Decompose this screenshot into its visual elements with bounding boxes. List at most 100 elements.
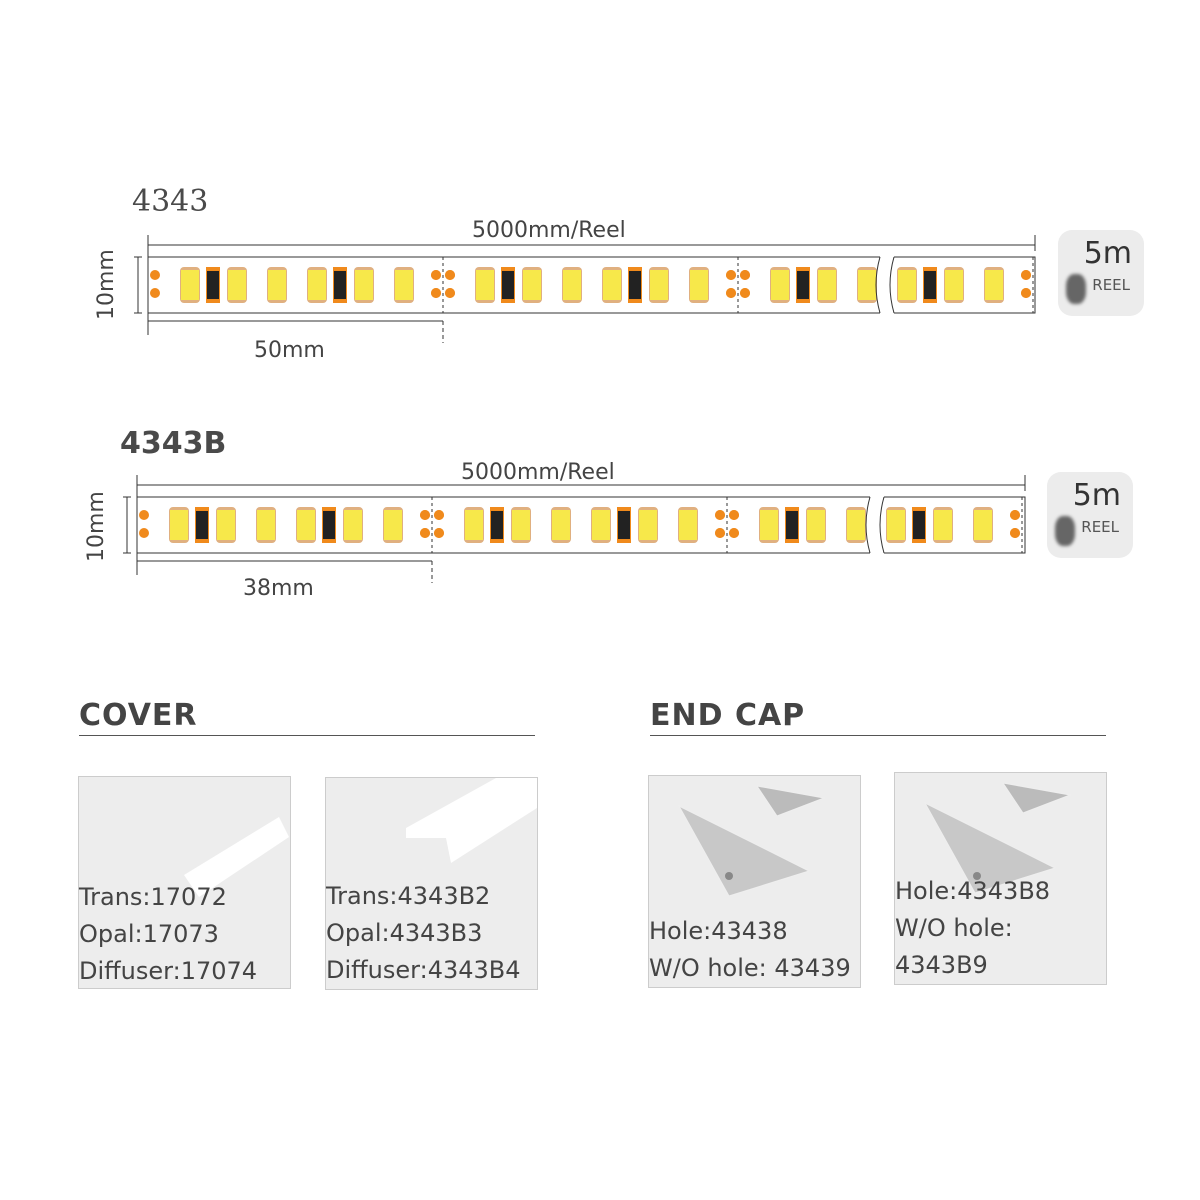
led-chip	[523, 270, 541, 300]
solder-pad	[1021, 270, 1031, 280]
solder-pad	[740, 288, 750, 298]
resistor	[491, 511, 503, 539]
led-chip	[807, 510, 825, 540]
pitch-label: 50mm	[254, 338, 325, 363]
resistor	[323, 511, 335, 539]
reel-value: 5m	[1072, 478, 1121, 513]
trans-code: Trans:4343B2	[326, 882, 491, 910]
resistor	[786, 511, 798, 539]
led-chip	[847, 510, 865, 540]
led-chip	[308, 270, 326, 300]
end-cap-card: Hole:43438 W/O hole: 43439	[648, 775, 861, 988]
length-label: 5000mm/Reel	[472, 218, 626, 243]
led-chip	[465, 510, 483, 540]
opal-code: Opal:17073	[79, 920, 219, 948]
led-chip	[818, 270, 836, 300]
opal-code: Opal:4343B3	[326, 919, 483, 947]
resistor	[797, 271, 809, 299]
pitch-label: 38mm	[243, 576, 314, 601]
solder-pad	[740, 270, 750, 280]
resistor	[629, 271, 641, 299]
trans-code: Trans:17072	[79, 883, 227, 911]
led-chip	[639, 510, 657, 540]
end-cap-image	[677, 785, 826, 897]
led-chip	[476, 270, 494, 300]
led-chip	[268, 270, 286, 300]
led-chip	[650, 270, 668, 300]
led-chip	[974, 510, 992, 540]
led-chip	[690, 270, 708, 300]
cover-profile-image	[406, 778, 537, 863]
cover-card: Trans:4343B2 Opal:4343B3 Diffuser:4343B4	[325, 777, 538, 990]
part-numbers: Trans:4343B2 Opal:4343B3 Diffuser:4343B4	[326, 878, 521, 989]
reel-icon	[1066, 274, 1086, 304]
solder-pad	[431, 270, 441, 280]
reel-label: REEL	[1092, 276, 1130, 294]
solder-pad	[420, 510, 430, 520]
end-cap-card: Hole:4343B8 W/O hole: 4343B9	[894, 772, 1107, 985]
led-chip	[170, 510, 188, 540]
break-mark	[875, 256, 895, 314]
solder-pad	[434, 510, 444, 520]
solder-pad	[726, 270, 736, 280]
led-chip	[297, 510, 315, 540]
diffuser-code: Diffuser:4343B4	[326, 956, 521, 984]
resistor	[207, 271, 219, 299]
led-chip	[512, 510, 530, 540]
reel-badge: 5m REEL	[1058, 230, 1144, 316]
solder-pad	[150, 288, 160, 298]
diffuser-code: Diffuser:17074	[79, 957, 258, 985]
led-chip	[217, 510, 235, 540]
part-numbers: Hole:43438 W/O hole: 43439	[649, 913, 851, 987]
led-chip	[858, 270, 876, 300]
reel-icon	[1055, 516, 1075, 546]
led-chip	[603, 270, 621, 300]
divider	[650, 735, 1106, 736]
solder-pad	[715, 510, 725, 520]
solder-pad	[445, 270, 455, 280]
cover-card: Trans:17072 Opal:17073 Diffuser:17074	[78, 776, 291, 989]
resistor	[196, 511, 208, 539]
resistor	[913, 511, 925, 539]
led-chip	[771, 270, 789, 300]
led-chip	[257, 510, 275, 540]
no-hole-code: W/O hole: 4343B9	[895, 914, 1013, 979]
led-chip	[760, 510, 778, 540]
led-chip	[563, 270, 581, 300]
solder-pad	[445, 288, 455, 298]
length-label: 5000mm/Reel	[461, 460, 615, 485]
led-chip	[355, 270, 373, 300]
solder-pad	[729, 510, 739, 520]
solder-pad	[420, 528, 430, 538]
strip-break	[870, 496, 884, 554]
cover-profile-image	[184, 817, 289, 897]
hole-code: Hole:43438	[649, 917, 788, 945]
led-chip	[395, 270, 413, 300]
led-chip	[887, 510, 905, 540]
led-chip	[228, 270, 246, 300]
solder-pad	[729, 528, 739, 538]
led-chip	[592, 510, 610, 540]
solder-pad	[431, 288, 441, 298]
solder-pad	[150, 270, 160, 280]
solder-pad	[726, 288, 736, 298]
solder-pad	[1021, 288, 1031, 298]
end-cap-image	[923, 782, 1072, 894]
led-chip	[384, 510, 402, 540]
height-label: 10mm	[84, 491, 109, 562]
led-chip	[945, 270, 963, 300]
divider	[79, 735, 535, 736]
strip-break	[880, 256, 894, 314]
led-strip-drawing	[123, 235, 1036, 583]
resistor	[618, 511, 630, 539]
led-chip	[898, 270, 916, 300]
part-numbers: Hole:4343B8 W/O hole: 4343B9	[895, 873, 1106, 984]
solder-pad	[434, 528, 444, 538]
led-chip	[934, 510, 952, 540]
led-chip	[985, 270, 1003, 300]
solder-pad	[1010, 510, 1020, 520]
solder-pad	[139, 528, 149, 538]
end-cap-title: END CAP	[650, 698, 806, 733]
resistor	[924, 271, 936, 299]
